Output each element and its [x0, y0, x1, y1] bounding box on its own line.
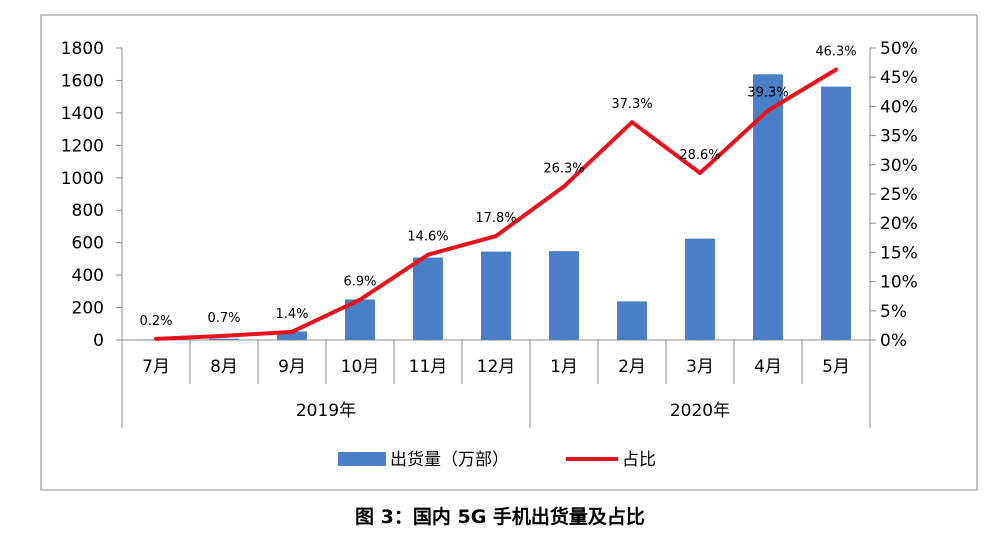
- right-tick-label: 5%: [880, 302, 907, 322]
- data-label: 0.7%: [207, 311, 240, 326]
- line-point: [563, 185, 565, 187]
- bar: [821, 86, 851, 340]
- x-tick-label: 2月: [618, 357, 646, 377]
- x-tick-label: 10月: [341, 357, 380, 377]
- data-label: 28.6%: [679, 148, 720, 163]
- legend: 出货量（万部） 占比: [338, 450, 656, 470]
- x-group-label: 2019年: [296, 401, 356, 421]
- left-tick-label: 1600: [61, 71, 104, 91]
- right-tick-label: 50%: [880, 39, 918, 59]
- line-point: [699, 172, 701, 174]
- bar: [617, 301, 647, 340]
- legend-bar-swatch: [338, 452, 386, 466]
- bar: [685, 238, 715, 340]
- bar: [209, 338, 239, 340]
- line-point: [495, 235, 497, 237]
- left-tick-label: 1000: [61, 169, 104, 189]
- legend-bar-label: 出货量（万部）: [390, 450, 509, 470]
- x-tick-label: 3月: [686, 357, 714, 377]
- x-tick-label: 7月: [142, 357, 170, 377]
- data-label: 26.3%: [543, 161, 584, 176]
- right-tick-label: 25%: [880, 185, 918, 205]
- bar: [481, 251, 511, 340]
- line-point: [427, 254, 429, 256]
- axes: 0 200 400 600 800 1000 1200 1400 1600 1800 0% 5% 10%…: [61, 39, 918, 428]
- right-tick-label: 0%: [880, 331, 907, 351]
- data-label: 37.3%: [611, 97, 652, 112]
- right-tick-label: 40%: [880, 97, 918, 117]
- bar: [549, 251, 579, 340]
- right-tick-label: 20%: [880, 214, 918, 234]
- data-label: 39.3%: [747, 85, 788, 100]
- line-point: [631, 121, 633, 123]
- right-tick-label: 15%: [880, 243, 918, 263]
- left-tick-label: 1800: [61, 39, 104, 59]
- right-tick-label: 30%: [880, 156, 918, 176]
- data-label: 46.3%: [815, 45, 856, 60]
- line-point: [359, 299, 361, 301]
- x-tick-label: 1月: [550, 357, 578, 377]
- left-tick-label: 800: [72, 201, 104, 221]
- line-point: [223, 335, 225, 337]
- data-label: 1.4%: [275, 307, 308, 322]
- line-layer: [154, 67, 838, 341]
- legend-line-label: 占比: [622, 450, 656, 470]
- bar: [753, 74, 783, 340]
- line-point: [155, 338, 157, 340]
- data-label: 14.6%: [407, 230, 448, 245]
- line-point: [835, 69, 837, 71]
- data-label: 6.9%: [343, 275, 376, 290]
- left-tick-label: 200: [72, 299, 104, 319]
- bar: [277, 331, 307, 340]
- x-tick-label: 4月: [754, 357, 782, 377]
- x-tick-label: 8月: [210, 357, 238, 377]
- data-labels: 0.2% 0.7% 1.4% 6.9% 14.6% 17.8% 26.3% 37.3% 28.6…: [139, 45, 856, 329]
- data-label: 0.2%: [139, 314, 172, 329]
- x-tick-label: 11月: [409, 357, 448, 377]
- left-tick-label: 0: [93, 331, 104, 351]
- left-tick-label: 1400: [61, 104, 104, 124]
- x-group-label: 2020年: [670, 401, 730, 421]
- left-tick-label: 1200: [61, 136, 104, 156]
- line-point: [767, 109, 769, 111]
- left-tick-label: 600: [72, 234, 104, 254]
- right-tick-label: 10%: [880, 273, 918, 293]
- data-label: 17.8%: [475, 211, 516, 226]
- x-tick-label: 9月: [278, 357, 306, 377]
- x-tick-label: 5月: [822, 357, 850, 377]
- x-tick-label: 12月: [477, 357, 516, 377]
- right-tick-label: 35%: [880, 127, 918, 147]
- bar: [413, 257, 443, 340]
- right-tick-label: 45%: [880, 68, 918, 88]
- bars: [141, 74, 851, 340]
- figure-caption: 图 3：国内 5G 手机出货量及占比: [355, 506, 645, 528]
- line-point: [291, 331, 293, 333]
- left-tick-label: 400: [72, 266, 104, 286]
